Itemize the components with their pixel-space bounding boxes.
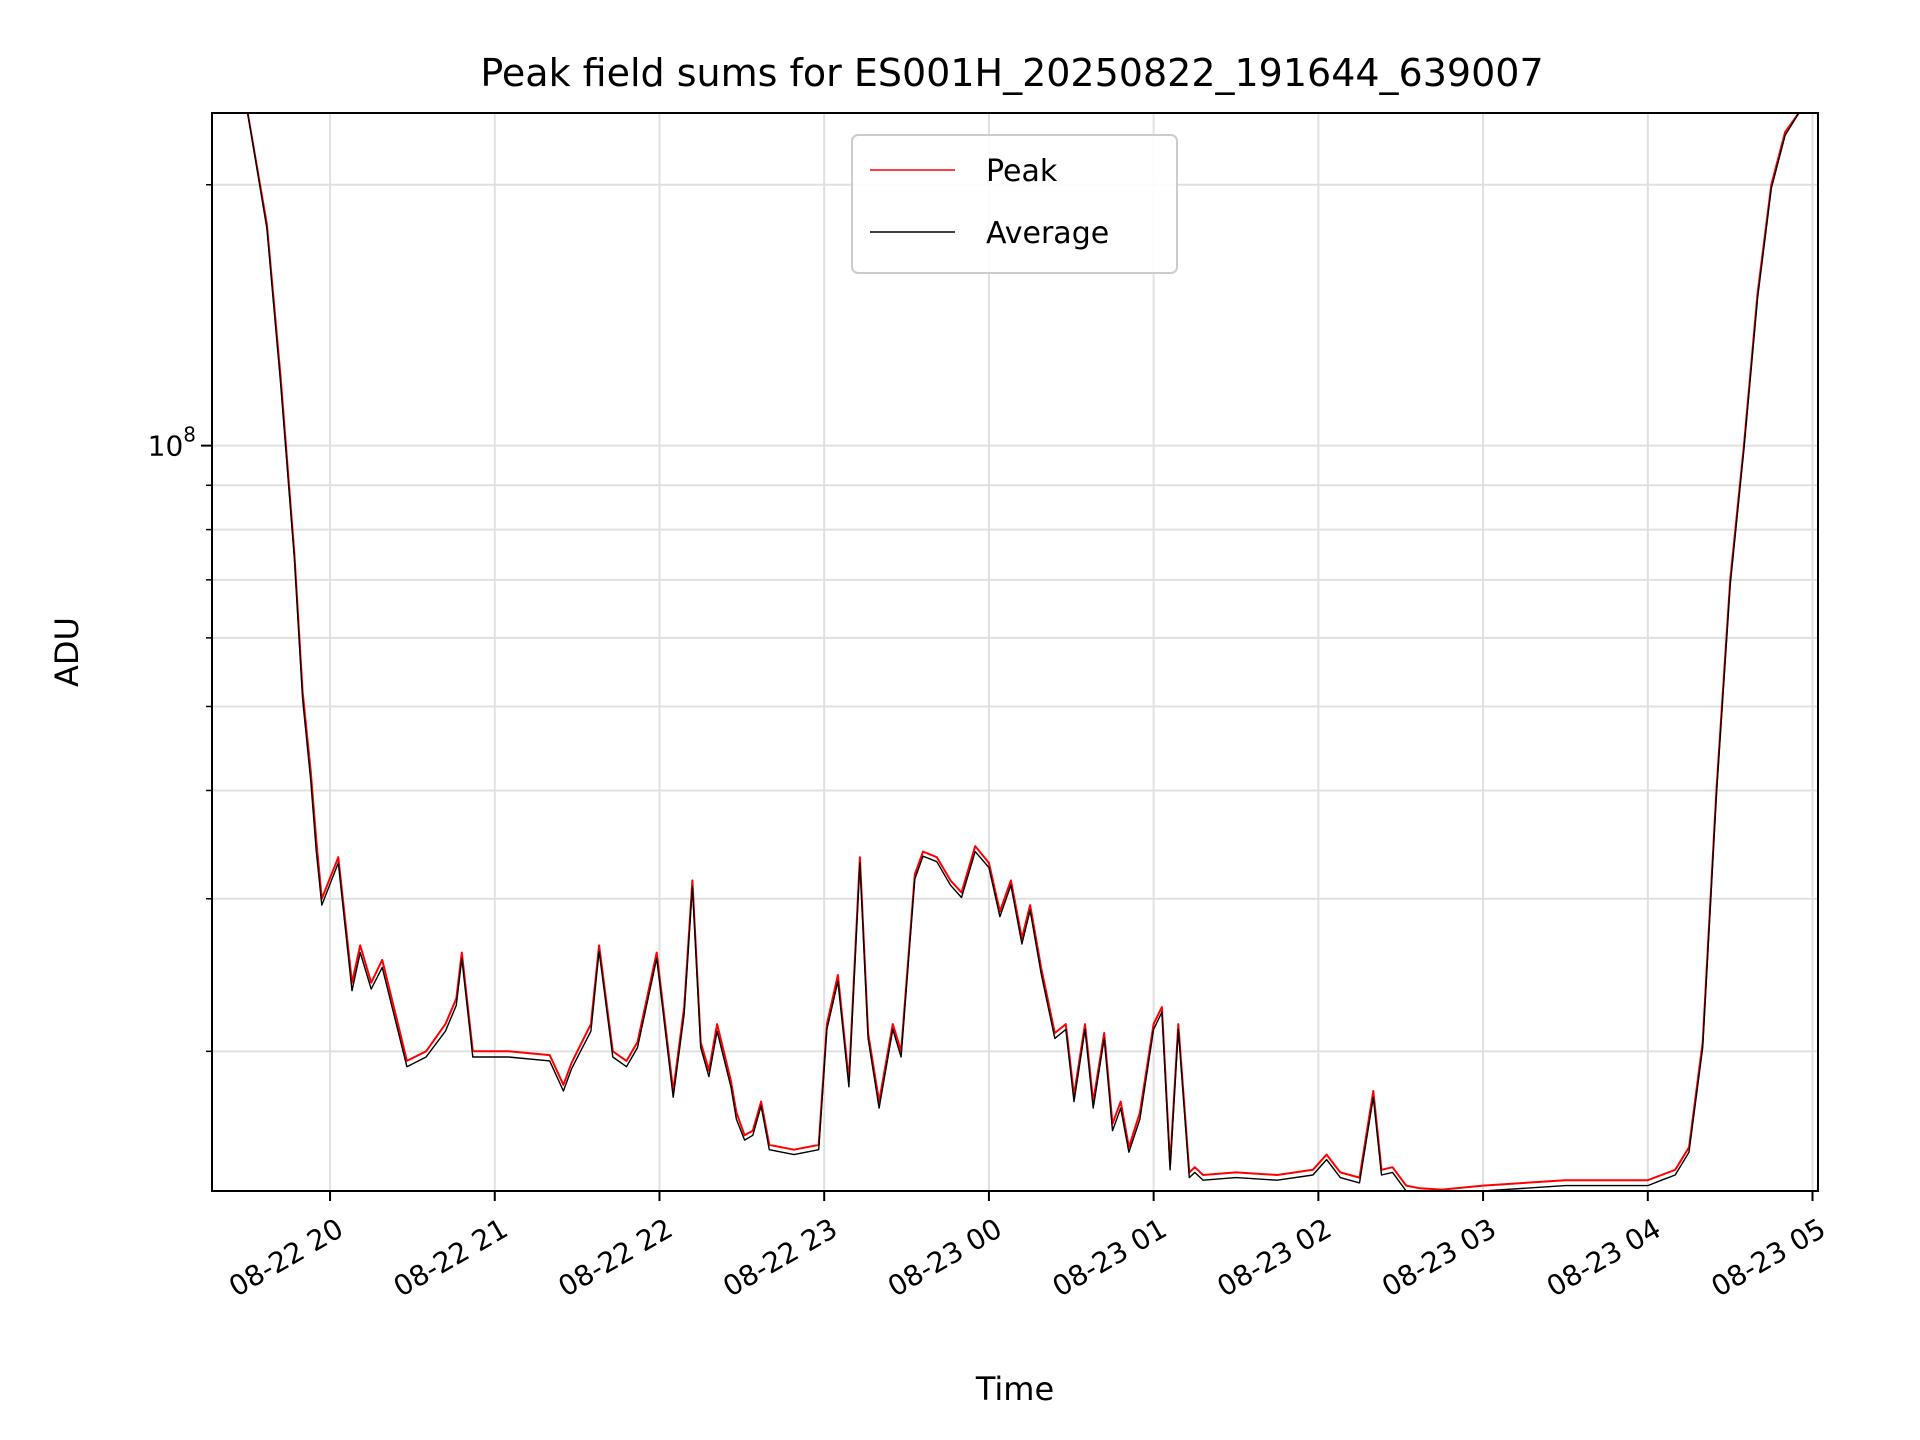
x-axis-label: Time bbox=[975, 1370, 1054, 1408]
chart-title: Peak field sums for ES001H_20250822_1916… bbox=[480, 51, 1543, 95]
legend-label-peak: Peak bbox=[986, 154, 1058, 189]
grid bbox=[212, 113, 1818, 1191]
y-axis-ticks: 108 bbox=[148, 183, 212, 1053]
y-tick-label: 108 bbox=[148, 423, 196, 463]
series-line-peak bbox=[212, 113, 1807, 1191]
y-axis-label: ADU bbox=[48, 617, 86, 687]
legend-label-average: Average bbox=[986, 216, 1109, 251]
plot-series bbox=[212, 113, 1807, 1191]
legend: Peak Average bbox=[851, 134, 1178, 274]
plot-frame bbox=[211, 112, 1819, 1192]
series-line-average bbox=[212, 113, 1807, 1191]
